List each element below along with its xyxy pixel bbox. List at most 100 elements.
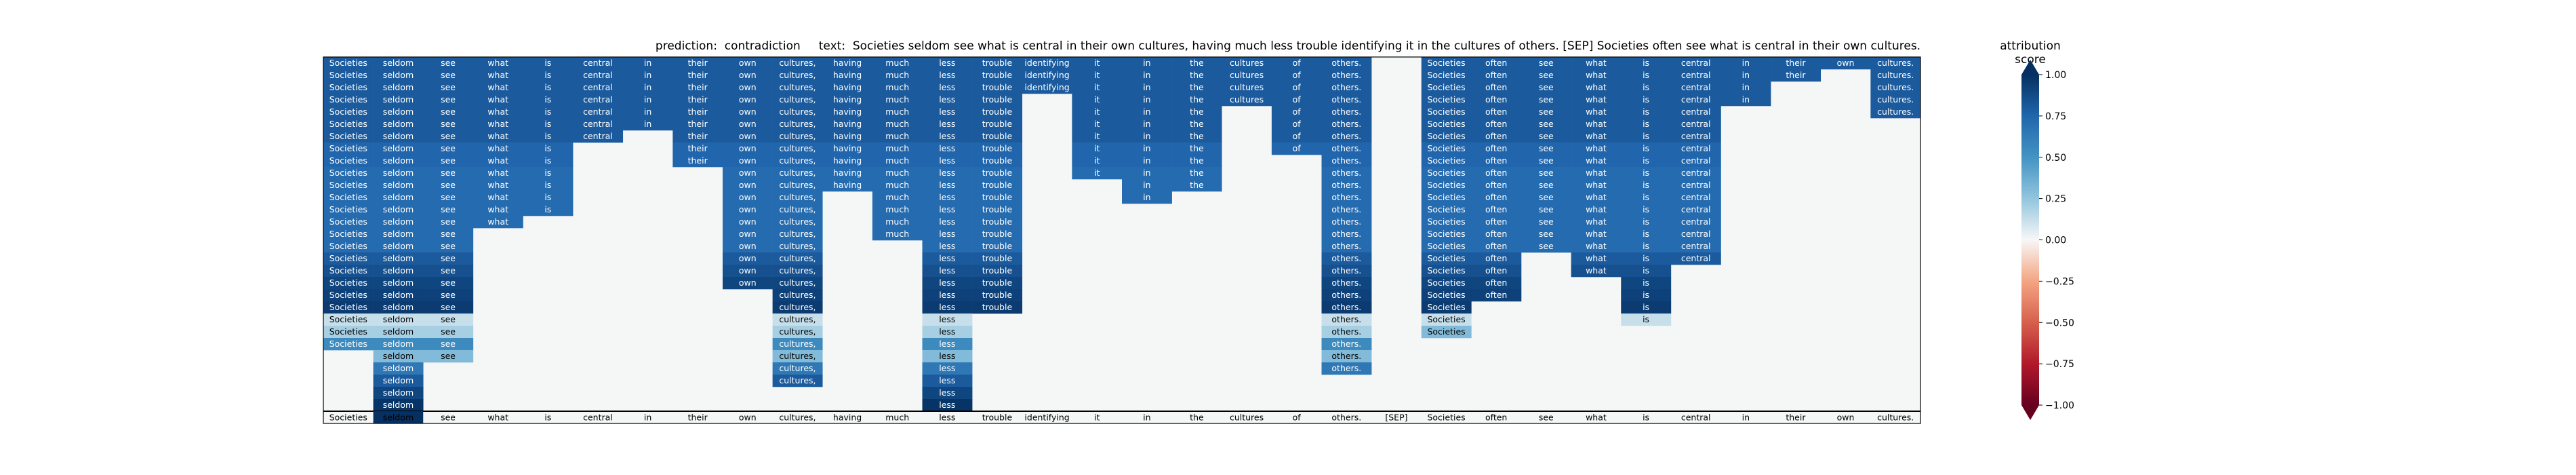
heatmap-cell-label: others. — [1331, 155, 1361, 166]
heatmap-cell — [423, 130, 474, 143]
heatmap-cell-label: trouble — [982, 302, 1013, 312]
heatmap-cell — [1321, 240, 1372, 253]
heatmap-cell — [373, 265, 424, 278]
heatmap-cell — [723, 179, 773, 192]
heatmap-cell-label: see — [1539, 131, 1554, 141]
heatmap-cell — [772, 167, 823, 180]
heatmap-cell-label: cultures, — [779, 180, 816, 190]
heatmap-cell-label: often — [1485, 290, 1507, 300]
heatmap-cell — [972, 118, 1023, 131]
heatmap-cell — [1421, 167, 1472, 180]
heatmap-cell-label: is — [1643, 204, 1649, 214]
heatmap-cell-label: often — [1485, 278, 1507, 288]
heatmap-cell-label: seldom — [383, 70, 414, 80]
heatmap-cell-label: what — [487, 58, 508, 68]
x-tick-label: trouble — [982, 413, 1013, 423]
heatmap-cell-label: in — [1742, 58, 1750, 68]
heatmap-cell-label: Societies — [1427, 70, 1465, 80]
heatmap-cell — [1271, 130, 1322, 143]
heatmap-cell-label: Societies — [329, 94, 367, 104]
heatmap-cell — [373, 289, 424, 302]
heatmap-cell — [723, 265, 773, 278]
heatmap-cell-label: others. — [1331, 290, 1361, 300]
heatmap-cell — [1271, 57, 1322, 70]
chart-title: prediction: contradiction text: Societie… — [655, 39, 1921, 53]
heatmap-cell-label: see — [1539, 204, 1554, 214]
heatmap-cell-label: in — [1143, 192, 1150, 202]
heatmap-cell-label: less — [939, 143, 955, 153]
heatmap-cell — [573, 130, 624, 143]
heatmap-cell — [323, 118, 374, 131]
heatmap-cell — [423, 179, 474, 192]
heatmap-cell — [772, 106, 823, 119]
heatmap-cell — [373, 106, 424, 119]
heatmap-cell — [323, 289, 374, 302]
heatmap-cell — [1471, 142, 1522, 155]
heatmap-cell-label: less — [939, 400, 955, 410]
heatmap-cell-label: see — [441, 70, 456, 80]
heatmap-cell — [1870, 81, 1921, 94]
heatmap-cell — [772, 118, 823, 131]
heatmap-cell — [1571, 155, 1622, 168]
heatmap-cell-label: others. — [1331, 326, 1361, 337]
heatmap-cell-label: cultures, — [779, 375, 816, 385]
x-tick-label: in — [1742, 413, 1750, 423]
heatmap-cell — [1521, 228, 1571, 241]
heatmap-cell-label: much — [885, 204, 909, 214]
heatmap-cell-label: see — [1539, 241, 1554, 251]
heatmap-cell-label: others. — [1331, 58, 1361, 68]
heatmap-cell-label: trouble — [982, 70, 1013, 80]
heatmap-cell — [523, 155, 573, 168]
heatmap-cell — [1521, 57, 1571, 70]
heatmap-cell-label: see — [441, 302, 456, 312]
heatmap-cell — [1171, 118, 1222, 131]
heatmap-cell-label: own — [739, 192, 757, 202]
heatmap-cell-label: what — [487, 155, 508, 166]
heatmap-cell-label: central — [1681, 107, 1711, 117]
heatmap-cell-label: cultures, — [779, 155, 816, 166]
heatmap-cell — [872, 204, 923, 216]
heatmap-cell — [922, 191, 973, 204]
heatmap-cell-label: central — [1681, 70, 1711, 80]
heatmap-cell — [1421, 265, 1472, 278]
heatmap-cell — [1670, 57, 1721, 70]
heatmap-cell — [922, 118, 973, 131]
heatmap-cell — [323, 57, 374, 70]
heatmap-cell — [1022, 69, 1072, 82]
heatmap-cell — [1421, 252, 1472, 265]
heatmap-cell-label: cultures, — [779, 204, 816, 214]
heatmap-cell — [323, 314, 374, 326]
heatmap-cell-label: in — [1143, 70, 1150, 80]
heatmap-cell-label: less — [939, 314, 955, 324]
heatmap-cell — [922, 350, 973, 363]
heatmap-cell-label: Societies — [329, 339, 367, 349]
heatmap-cell-label: central — [1681, 168, 1711, 178]
heatmap-cell — [972, 252, 1023, 265]
heatmap-cell-label: often — [1485, 204, 1507, 214]
heatmap-cell — [922, 179, 973, 192]
heatmap-cell — [1321, 216, 1372, 229]
heatmap-cell-label: is — [1643, 229, 1649, 239]
heatmap-cell — [323, 179, 374, 192]
x-tick-label: own — [1837, 413, 1855, 423]
heatmap-cell-label: less — [939, 82, 955, 92]
heatmap-cell-label: in — [644, 58, 651, 68]
heatmap-cell — [373, 240, 424, 253]
heatmap-cell — [1670, 240, 1721, 253]
x-tick-label: of — [1293, 413, 1302, 423]
heatmap-cell — [1122, 81, 1172, 94]
heatmap-cell — [1222, 81, 1272, 94]
heatmap-cell — [1621, 301, 1672, 314]
heatmap-cell-label: having — [833, 155, 862, 166]
heatmap-cell-label: Societies — [329, 278, 367, 288]
heatmap-cell-label: the — [1190, 143, 1204, 153]
heatmap-cell-label: central — [1681, 155, 1711, 166]
x-tick-label: [SEP] — [1385, 413, 1407, 423]
heatmap-cell — [1122, 179, 1172, 192]
heatmap-cell — [922, 314, 973, 326]
heatmap-cell — [423, 81, 474, 94]
heatmap-cell-label: others. — [1331, 204, 1361, 214]
heatmap-cell — [1621, 142, 1672, 155]
heatmap-cell-label: less — [939, 94, 955, 104]
